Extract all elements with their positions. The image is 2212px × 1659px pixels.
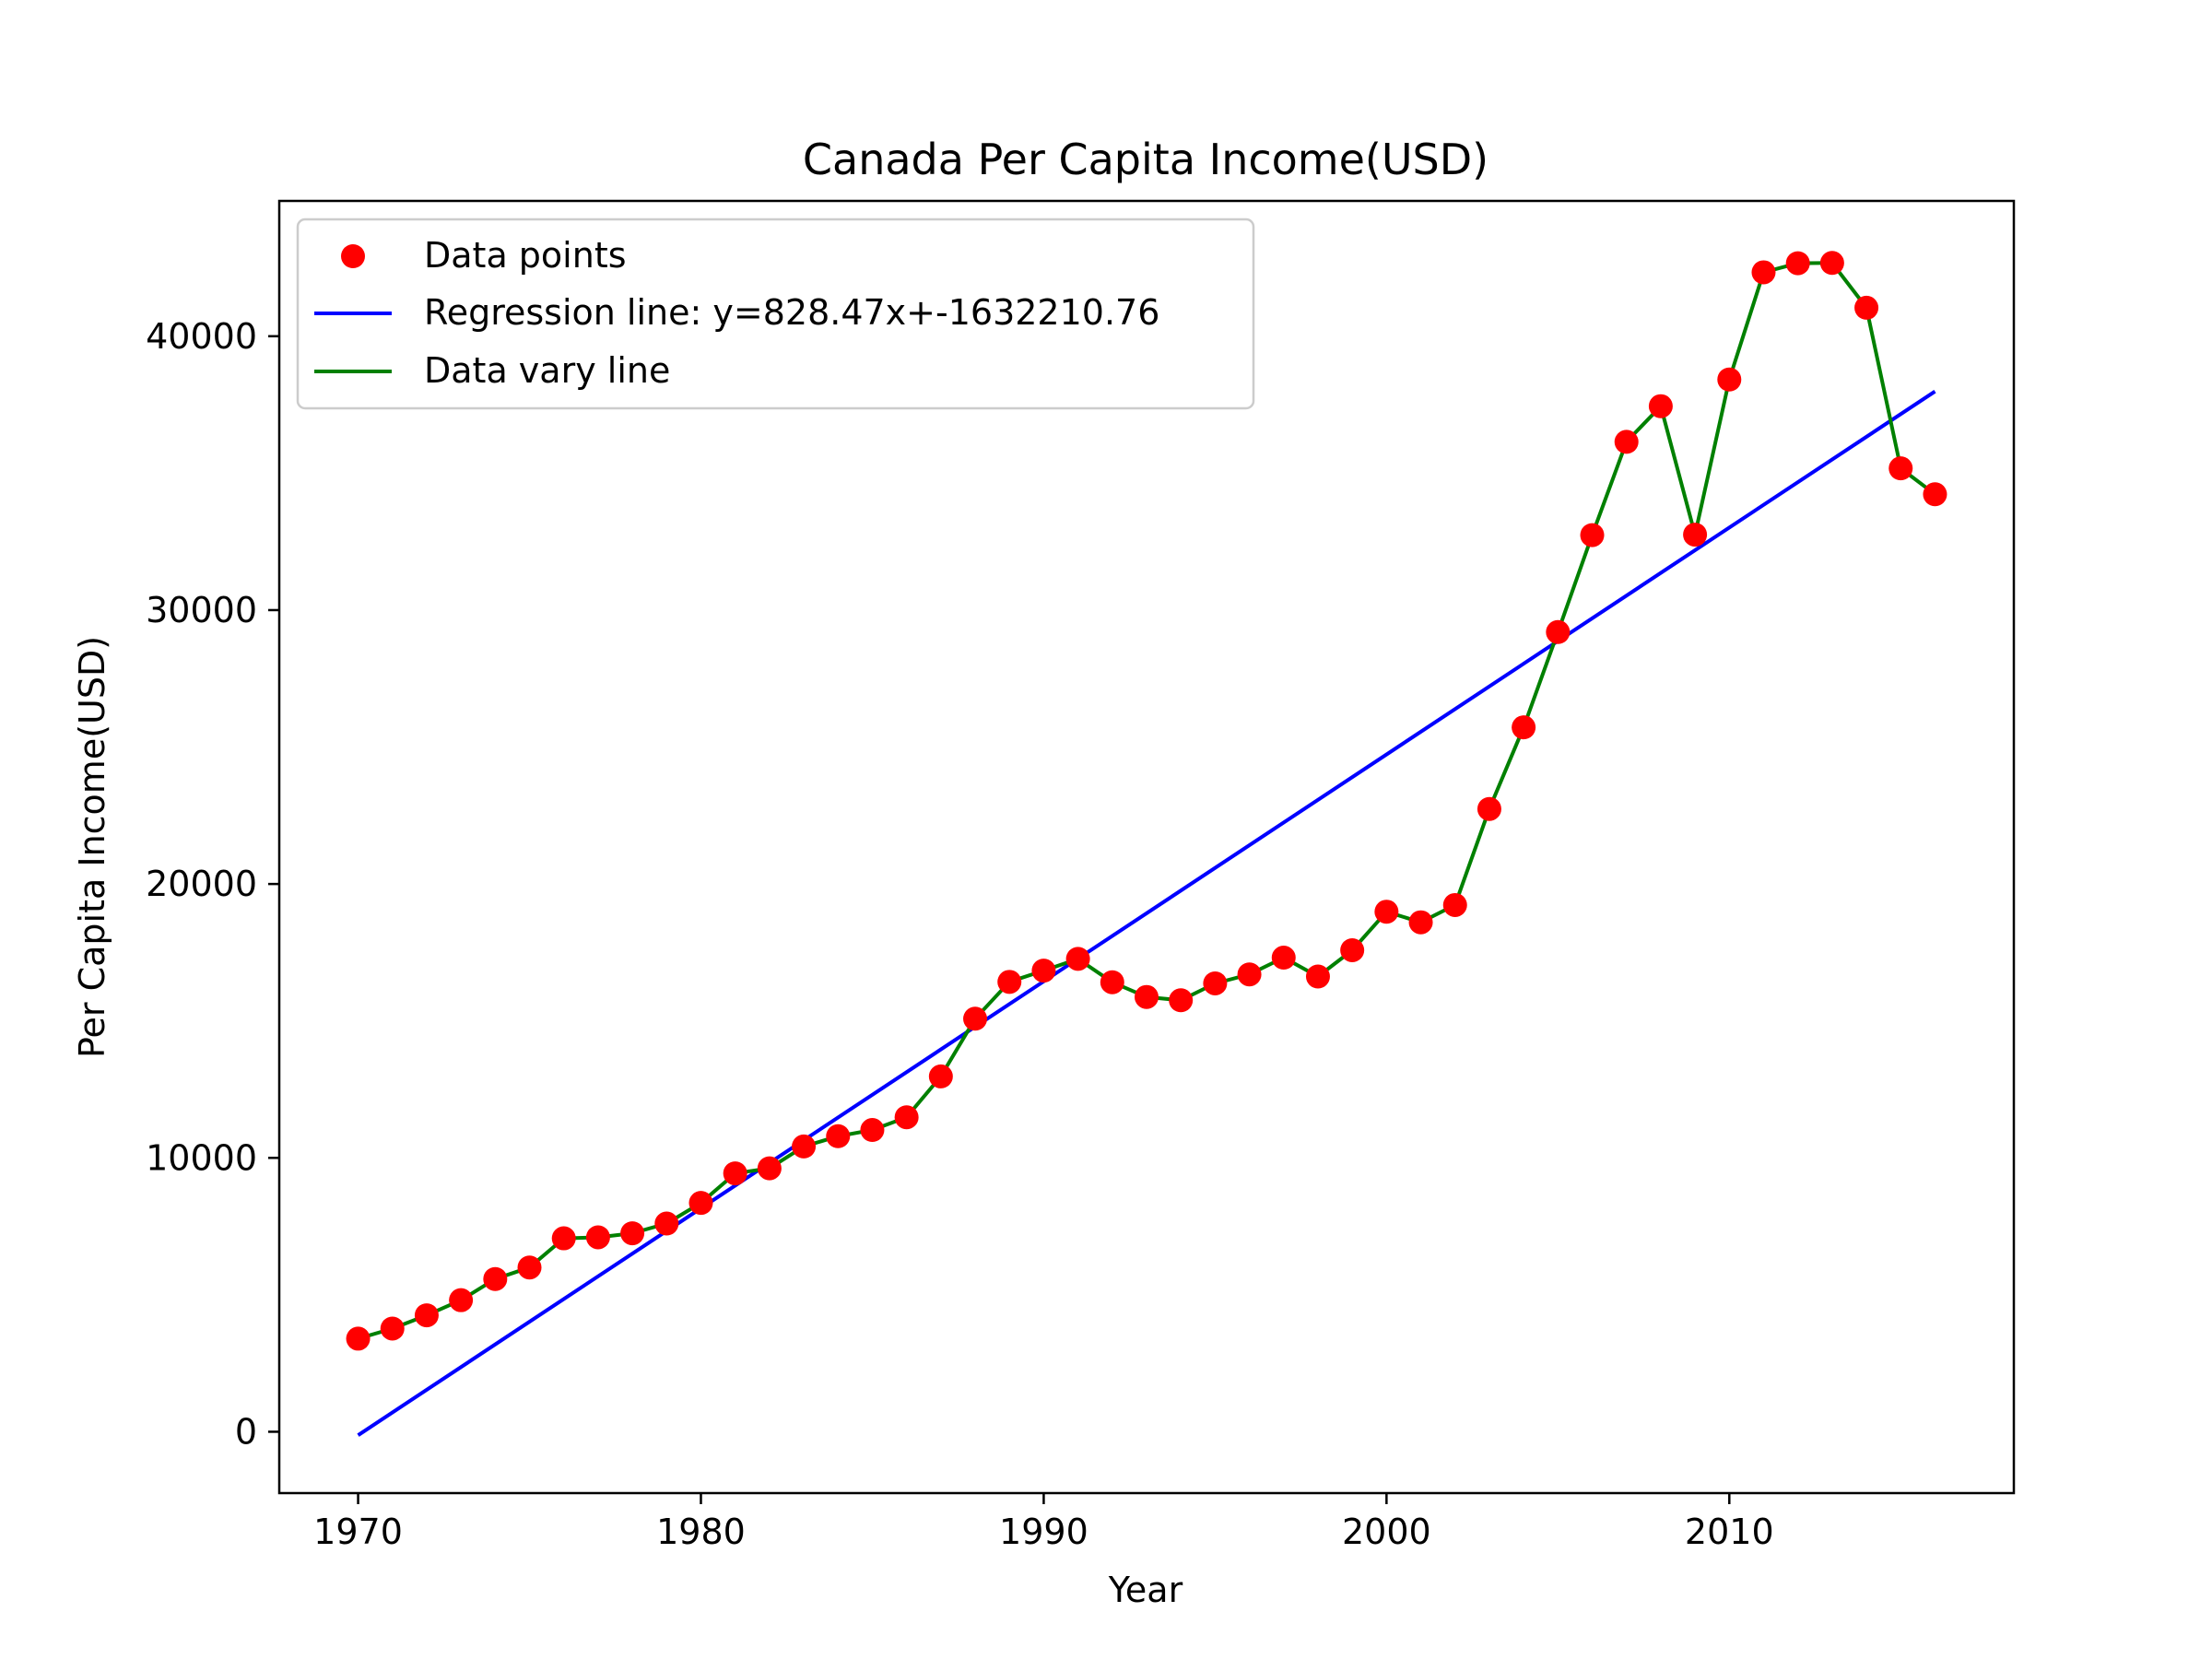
y-tick-label: 30000 bbox=[146, 590, 257, 630]
data-point bbox=[585, 1225, 610, 1250]
y-tick-label: 0 bbox=[235, 1411, 257, 1452]
data-point bbox=[1477, 796, 1501, 821]
data-point bbox=[1819, 251, 1844, 276]
x-tick-label: 2010 bbox=[1685, 1512, 1774, 1552]
data-point bbox=[1135, 984, 1159, 1009]
data-point bbox=[346, 1326, 371, 1351]
legend-label-data-points: Data points bbox=[424, 235, 627, 276]
data-point bbox=[688, 1191, 713, 1216]
data-point bbox=[826, 1124, 851, 1148]
legend-label-regression-line: Regression line: y=828.47x+-1632210.76 bbox=[424, 292, 1159, 333]
data-point bbox=[1203, 971, 1228, 995]
data-point bbox=[1546, 619, 1571, 644]
y-tick-label: 40000 bbox=[146, 316, 257, 357]
data-point bbox=[1512, 715, 1536, 740]
legend-box bbox=[296, 218, 1255, 410]
data-point bbox=[1065, 947, 1090, 971]
data-point bbox=[1888, 456, 1913, 481]
data-point bbox=[1100, 970, 1124, 994]
data-point bbox=[1923, 482, 1947, 507]
legend-marker-data-points bbox=[341, 244, 365, 268]
data-point bbox=[894, 1105, 919, 1130]
plot-area bbox=[277, 199, 2016, 1495]
data-point bbox=[620, 1221, 645, 1246]
y-axis-label: Per Capita Income(USD) bbox=[72, 636, 112, 1058]
x-tick-label: 1970 bbox=[313, 1512, 403, 1552]
data-point bbox=[1614, 429, 1639, 454]
data-point bbox=[483, 1266, 508, 1291]
data-point bbox=[1785, 251, 1810, 276]
data-point bbox=[1169, 988, 1194, 1013]
data-point bbox=[551, 1226, 576, 1251]
y-tick-label: 20000 bbox=[146, 864, 257, 904]
data-point bbox=[1580, 523, 1605, 547]
data-point bbox=[1717, 367, 1742, 392]
data-point bbox=[860, 1118, 885, 1143]
data-point bbox=[449, 1288, 474, 1312]
data-point bbox=[1751, 260, 1776, 285]
data-point bbox=[1408, 910, 1433, 935]
x-tick-label: 1980 bbox=[656, 1512, 746, 1552]
data-point bbox=[1271, 946, 1296, 971]
data-point bbox=[380, 1316, 405, 1341]
data-points-layer bbox=[346, 251, 1947, 1351]
legend-label-vary-line: Data vary line bbox=[424, 350, 670, 391]
data-point bbox=[414, 1303, 439, 1328]
data-point bbox=[963, 1006, 988, 1031]
data-point bbox=[1237, 962, 1262, 987]
vary-line-layer bbox=[357, 261, 1936, 1341]
data-point bbox=[1854, 295, 1879, 320]
x-axis-label: Year bbox=[1108, 1570, 1183, 1610]
regression-line bbox=[357, 390, 1936, 1437]
data-point bbox=[1442, 892, 1467, 917]
data-point bbox=[517, 1255, 542, 1280]
data-point bbox=[1648, 394, 1673, 418]
data-point bbox=[1031, 959, 1056, 983]
y-tick-label: 10000 bbox=[146, 1137, 257, 1178]
data-vary-line bbox=[357, 261, 1936, 1341]
chart-title: Canada Per Capita Income(USD) bbox=[803, 135, 1488, 184]
data-point bbox=[997, 970, 1022, 994]
data-point bbox=[1374, 900, 1399, 924]
regression-layer bbox=[357, 390, 1936, 1437]
data-point bbox=[928, 1064, 953, 1088]
data-point bbox=[757, 1156, 782, 1181]
x-tick-label: 2000 bbox=[1342, 1512, 1431, 1552]
x-tick-label: 1990 bbox=[999, 1512, 1088, 1552]
data-point bbox=[1305, 964, 1330, 989]
legend: Data points Regression line: y=828.47x+-… bbox=[296, 218, 1255, 410]
data-point bbox=[723, 1161, 747, 1186]
data-point bbox=[1340, 937, 1365, 962]
data-point bbox=[792, 1134, 817, 1159]
data-point bbox=[1683, 523, 1708, 547]
data-point bbox=[654, 1211, 679, 1236]
x-axis-ticks: 1970 1980 1990 2000 2010 bbox=[313, 1493, 1774, 1552]
y-axis-ticks: 0 10000 20000 30000 40000 bbox=[146, 316, 279, 1452]
